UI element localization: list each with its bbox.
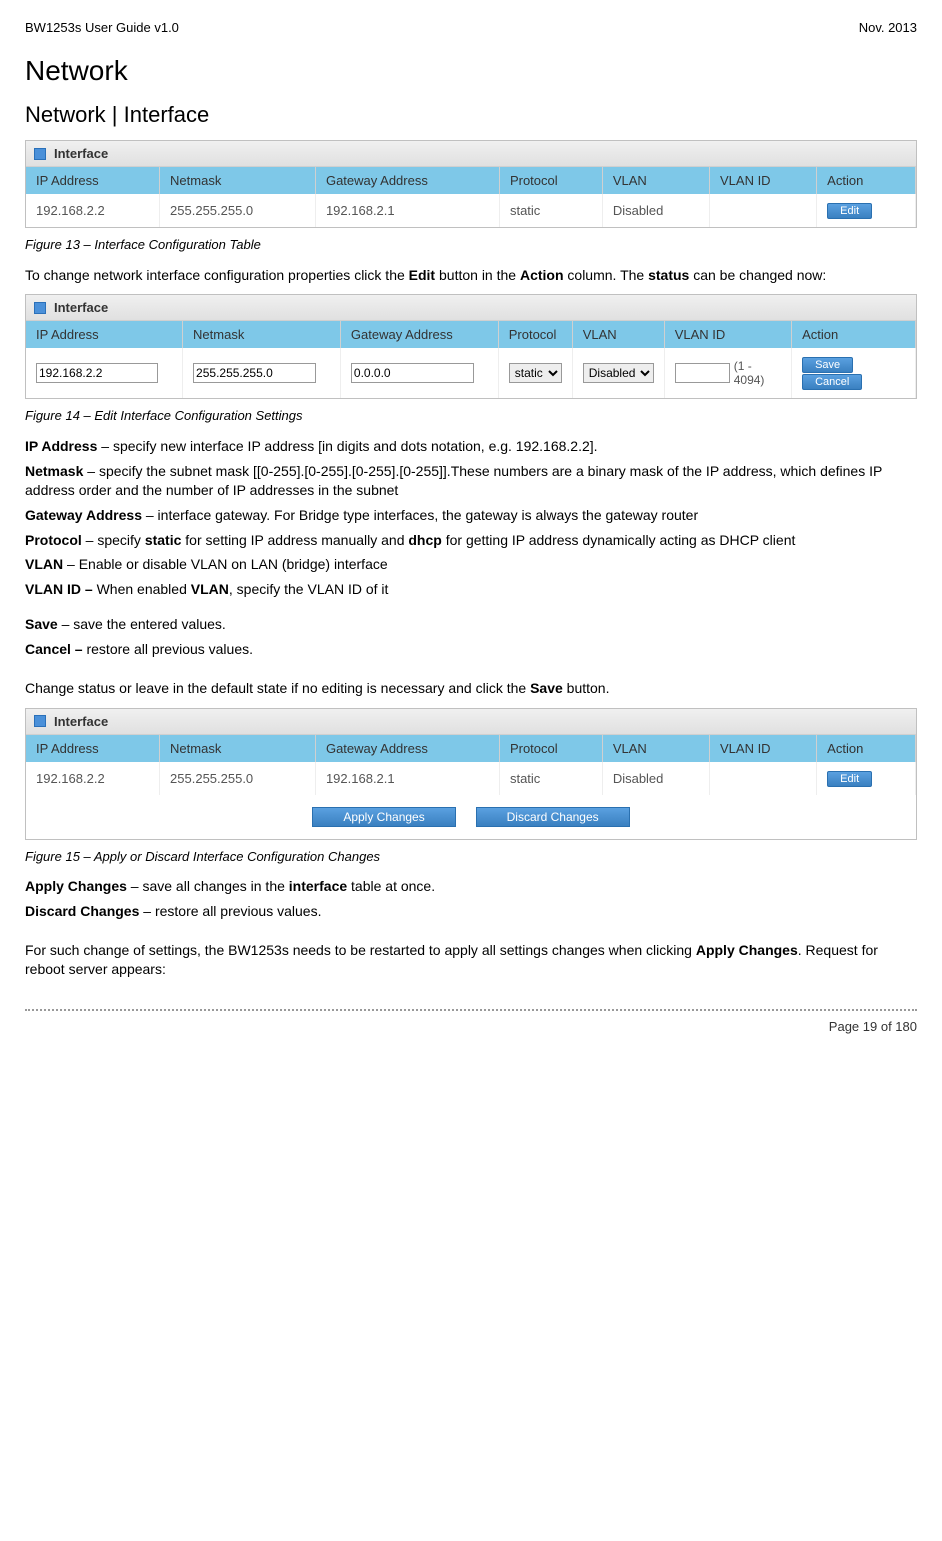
col-action: Action (792, 321, 916, 348)
col-gateway: Gateway Address (340, 321, 498, 348)
cell-gateway: 192.168.2.1 (315, 762, 499, 795)
cell-ip-input (26, 348, 183, 398)
col-vlan: VLAN (602, 735, 709, 762)
gateway-input[interactable] (351, 363, 474, 383)
interface-table-3: IP Address Netmask Gateway Address Proto… (26, 735, 916, 795)
page-footer: Page 19 of 180 (25, 1009, 917, 1034)
restart-paragraph: For such change of settings, the BW1253s… (25, 941, 917, 979)
col-protocol: Protocol (499, 735, 602, 762)
col-gateway: Gateway Address (315, 167, 499, 194)
col-vlan: VLAN (602, 167, 709, 194)
cell-ip: 192.168.2.2 (26, 762, 160, 795)
cell-protocol-select: static (498, 348, 572, 398)
change-paragraph: Change status or leave in the default st… (25, 679, 917, 698)
cell-action-buttons: Save Cancel (792, 348, 916, 398)
col-vlan: VLAN (572, 321, 664, 348)
col-vlanid: VLAN ID (664, 321, 791, 348)
table-header-row: IP Address Netmask Gateway Address Proto… (26, 321, 916, 348)
edit-paragraph: To change network interface configuratio… (25, 266, 917, 285)
edit-button[interactable]: Edit (827, 203, 872, 219)
cell-netmask: 255.255.255.0 (160, 194, 316, 227)
def-vlan: VLAN – Enable or disable VLAN on LAN (br… (25, 555, 917, 574)
table-header-row: IP Address Netmask Gateway Address Proto… (26, 735, 916, 762)
table-row: 192.168.2.2 255.255.255.0 192.168.2.1 st… (26, 762, 916, 795)
panel-icon (34, 148, 46, 160)
def-vlanid: VLAN ID – When enabled VLAN, specify the… (25, 580, 917, 599)
panel-title: Interface (54, 300, 108, 315)
protocol-select[interactable]: static (509, 363, 562, 383)
col-netmask: Netmask (160, 167, 316, 194)
vlan-select[interactable]: Disabled (583, 363, 654, 383)
edit-button[interactable]: Edit (827, 771, 872, 787)
col-ip: IP Address (26, 321, 183, 348)
col-action: Action (817, 735, 916, 762)
figure-13-caption: Figure 13 – Interface Configuration Tabl… (25, 236, 917, 254)
def-cancel: Cancel – restore all previous values. (25, 640, 917, 659)
cell-vlanid-input: (1 - 4094) (664, 348, 791, 398)
panel-icon (34, 715, 46, 727)
apply-line: Apply Changes – save all changes in the … (25, 877, 917, 896)
col-protocol: Protocol (498, 321, 572, 348)
cell-protocol: static (499, 194, 602, 227)
col-protocol: Protocol (499, 167, 602, 194)
subsection-title: Network | Interface (25, 102, 917, 128)
cancel-button[interactable]: Cancel (802, 374, 862, 390)
ip-input[interactable] (36, 363, 158, 383)
figure-14-caption: Figure 14 – Edit Interface Configuration… (25, 407, 917, 425)
cell-vlan: Disabled (602, 762, 709, 795)
discard-changes-button[interactable]: Discard Changes (476, 807, 630, 827)
cell-ip: 192.168.2.2 (26, 194, 160, 227)
discard-line: Discard Changes – restore all previous v… (25, 902, 917, 921)
interface-table-1: IP Address Netmask Gateway Address Proto… (26, 167, 916, 227)
def-gateway: Gateway Address – interface gateway. For… (25, 506, 917, 525)
vlanid-input[interactable] (675, 363, 730, 383)
vlanid-range: (1 - 4094) (734, 359, 781, 387)
col-netmask: Netmask (160, 735, 316, 762)
panel-title: Interface (54, 714, 108, 729)
header-right: Nov. 2013 (859, 20, 917, 35)
col-ip: IP Address (26, 735, 160, 762)
panel-header: Interface (26, 141, 916, 167)
def-protocol: Protocol – specify static for setting IP… (25, 531, 917, 550)
col-vlanid: VLAN ID (710, 735, 817, 762)
col-vlanid: VLAN ID (710, 167, 817, 194)
interface-panel-2: Interface IP Address Netmask Gateway Add… (25, 294, 917, 399)
table-row: static Disabled (1 - 4094) Save Cancel (26, 348, 916, 398)
figure-15-caption: Figure 15 – Apply or Discard Interface C… (25, 848, 917, 866)
cell-action: Edit (817, 762, 916, 795)
table-row: 192.168.2.2 255.255.255.0 192.168.2.1 st… (26, 194, 916, 227)
cell-protocol: static (499, 762, 602, 795)
cell-netmask-input (183, 348, 341, 398)
cell-vlan: Disabled (602, 194, 709, 227)
cell-vlan-select: Disabled (572, 348, 664, 398)
header-left: BW1253s User Guide v1.0 (25, 20, 179, 35)
panel-icon (34, 302, 46, 314)
panel-title: Interface (54, 146, 108, 161)
def-ip: IP Address – specify new interface IP ad… (25, 437, 917, 456)
netmask-input[interactable] (193, 363, 316, 383)
cell-gateway: 192.168.2.1 (315, 194, 499, 227)
save-button[interactable]: Save (802, 357, 853, 373)
section-title: Network (25, 55, 917, 87)
button-row: Apply Changes Discard Changes (26, 795, 916, 839)
def-netmask: Netmask – specify the subnet mask [[0-25… (25, 462, 917, 500)
panel-header: Interface (26, 295, 916, 321)
table-header-row: IP Address Netmask Gateway Address Proto… (26, 167, 916, 194)
def-save: Save – save the entered values. (25, 615, 917, 634)
cell-gateway-input (340, 348, 498, 398)
cell-action: Edit (817, 194, 916, 227)
cell-netmask: 255.255.255.0 (160, 762, 316, 795)
panel-header: Interface (26, 709, 916, 735)
apply-changes-button[interactable]: Apply Changes (312, 807, 455, 827)
interface-panel-1: Interface IP Address Netmask Gateway Add… (25, 140, 917, 228)
col-action: Action (817, 167, 916, 194)
interface-panel-3: Interface IP Address Netmask Gateway Add… (25, 708, 917, 840)
interface-table-2: IP Address Netmask Gateway Address Proto… (26, 321, 916, 398)
col-netmask: Netmask (183, 321, 341, 348)
page-header: BW1253s User Guide v1.0 Nov. 2013 (25, 20, 917, 35)
col-gateway: Gateway Address (315, 735, 499, 762)
cell-vlanid (710, 194, 817, 227)
cell-vlanid (710, 762, 817, 795)
col-ip: IP Address (26, 167, 160, 194)
